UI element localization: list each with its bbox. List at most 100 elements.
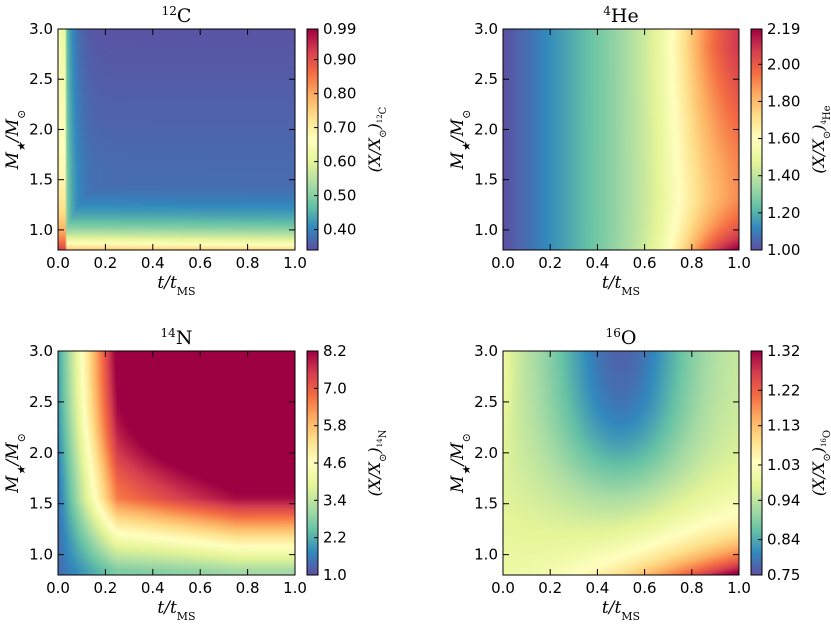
panel-title: 16O (606, 326, 637, 349)
plot-frame (502, 350, 740, 576)
x-tick-label: 0.0 (46, 254, 70, 272)
y-tick-label: 2.5 (474, 393, 498, 411)
panel-title: 4He (603, 4, 638, 27)
y-tick-label: 1.5 (474, 495, 498, 513)
x-tick-label: 0.6 (188, 254, 212, 272)
colorbar-tick-label: 0.99 (323, 20, 356, 38)
x-tick-label: 0.8 (236, 254, 260, 272)
y-tick-label: 2.0 (474, 120, 498, 138)
plot-frame (57, 28, 296, 251)
y-tick-label: 1.5 (474, 171, 498, 189)
x-axis-label: t/tMS (602, 598, 640, 623)
x-tick-label: 0.4 (585, 579, 609, 597)
colorbar-tick-label: 1.22 (767, 381, 800, 399)
colorbar-tick-label: 2.00 (767, 55, 800, 73)
colorbar (750, 28, 763, 251)
heatmap-image (58, 351, 295, 575)
colorbar-tick-label: 0.60 (323, 153, 356, 171)
y-tick-label: 2.0 (474, 444, 498, 462)
x-tick-label: 1.0 (283, 254, 307, 272)
colorbar (750, 350, 763, 576)
y-tick-label: 2.5 (474, 70, 498, 88)
colorbar-tick-label: 0.90 (323, 51, 356, 69)
y-tick-label: 1.0 (29, 221, 53, 239)
colorbar (306, 28, 319, 251)
colorbar-tick-label: 2.2 (323, 529, 347, 547)
y-axis-label: M★/M⊙ (3, 110, 28, 171)
y-axis-label: M★/M⊙ (448, 433, 473, 494)
y-tick-label: 2.0 (29, 120, 53, 138)
panel-16O: 0.0 0.2 0.4 0.6 0.8 1.0 1.0 1.5 2.0 2.5 3.0 16O t/tM… (448, 326, 831, 623)
x-axis-label: t/tMS (157, 598, 195, 623)
x-tick-label: 0.6 (633, 579, 657, 597)
colorbar-tick-label: 1.40 (767, 167, 800, 185)
x-tick-label: 0.6 (633, 254, 657, 272)
x-axis-label: t/tMS (602, 273, 640, 298)
plot-frame (57, 350, 296, 576)
y-tick-label: 3.0 (29, 20, 53, 38)
y-tick-label: 3.0 (29, 342, 53, 360)
colorbar-tick-label: 0.40 (323, 221, 356, 239)
x-tick-label: 0.8 (680, 254, 704, 272)
panel-12C: 0.0 0.2 0.4 0.6 0.8 1.0 1.0 1.5 2.0 2.5 3.0 12C t/tM… (3, 4, 389, 298)
y-tick-label: 2.5 (29, 70, 53, 88)
x-tick-label: 0.8 (236, 579, 260, 597)
y-tick-label: 1.0 (474, 546, 498, 564)
y-tick-label: 1.0 (474, 221, 498, 239)
x-tick-label: 1.0 (727, 254, 751, 272)
panel-title: 12C (162, 4, 192, 27)
colorbar-tick-label: 1.80 (767, 92, 800, 110)
colorbar-tick-label: 1.13 (767, 417, 800, 435)
colorbar-tick-label: 2.19 (767, 20, 800, 38)
colorbar-tick-label: 0.75 (767, 566, 800, 584)
colorbar-tick-label: 0.80 (323, 85, 356, 103)
x-tick-label: 1.0 (283, 579, 307, 597)
colorbar-tick-label: 0.84 (767, 531, 800, 549)
heatmap-image (503, 351, 739, 575)
y-tick-label: 2.0 (29, 444, 53, 462)
y-axis-label: M★/M⊙ (3, 433, 28, 494)
colorbar-tick-label: 4.6 (323, 454, 347, 472)
colorbar-label: (X/X⊙)4He (809, 105, 831, 173)
y-tick-label: 1.0 (29, 546, 53, 564)
colorbar-tick-label: 1.00 (767, 241, 800, 259)
plot-frame (502, 28, 740, 251)
colorbar-tick-label: 7.0 (323, 379, 347, 397)
colorbar-tick-label: 1.60 (767, 130, 800, 148)
y-tick-label: 3.0 (474, 20, 498, 38)
y-tick-label: 2.5 (29, 393, 53, 411)
colorbar-tick-label: 1.0 (323, 566, 347, 584)
colorbar-tick-label: 1.03 (767, 456, 800, 474)
x-tick-label: 0.0 (491, 254, 515, 272)
x-tick-label: 1.0 (727, 579, 751, 597)
x-tick-label: 0.4 (141, 579, 165, 597)
colorbar-tick-label: 1.20 (767, 204, 800, 222)
heatmap-image (58, 29, 295, 250)
x-tick-label: 0.4 (585, 254, 609, 272)
colorbar-label: (X/X⊙)12C (365, 106, 389, 172)
panel-14N: 0.0 0.2 0.4 0.6 0.8 1.0 1.0 1.5 2.0 2.5 3.0 14N t/tM… (3, 326, 389, 623)
colorbar-tick-label: 1.32 (767, 342, 800, 360)
y-tick-label: 1.5 (29, 495, 53, 513)
x-tick-label: 0.0 (491, 579, 515, 597)
colorbar-tick-label: 3.4 (323, 491, 347, 509)
x-tick-label: 0.4 (141, 254, 165, 272)
panel-4He: 0.0 0.2 0.4 0.6 0.8 1.0 1.0 1.5 2.0 2.5 3.0 4He t/tM… (448, 4, 831, 298)
colorbar-tick-label: 8.2 (323, 342, 347, 360)
panel-title: 14N (161, 326, 193, 349)
x-tick-label: 0.2 (538, 254, 562, 272)
colorbar-label: (X/X⊙)16O (809, 430, 831, 496)
x-tick-label: 0.8 (680, 579, 704, 597)
x-tick-label: 0.2 (93, 254, 117, 272)
x-axis-label: t/tMS (157, 273, 195, 298)
x-tick-label: 0.0 (46, 579, 70, 597)
y-tick-label: 3.0 (474, 342, 498, 360)
x-tick-label: 0.2 (538, 579, 562, 597)
colorbar-tick-label: 0.70 (323, 119, 356, 137)
colorbar-tick-label: 5.8 (323, 417, 347, 435)
colorbar-tick-label: 0.94 (767, 491, 800, 509)
colorbar-label: (X/X⊙)14N (365, 429, 389, 496)
colorbar-tick-label: 0.50 (323, 187, 356, 205)
x-tick-label: 0.2 (93, 579, 117, 597)
